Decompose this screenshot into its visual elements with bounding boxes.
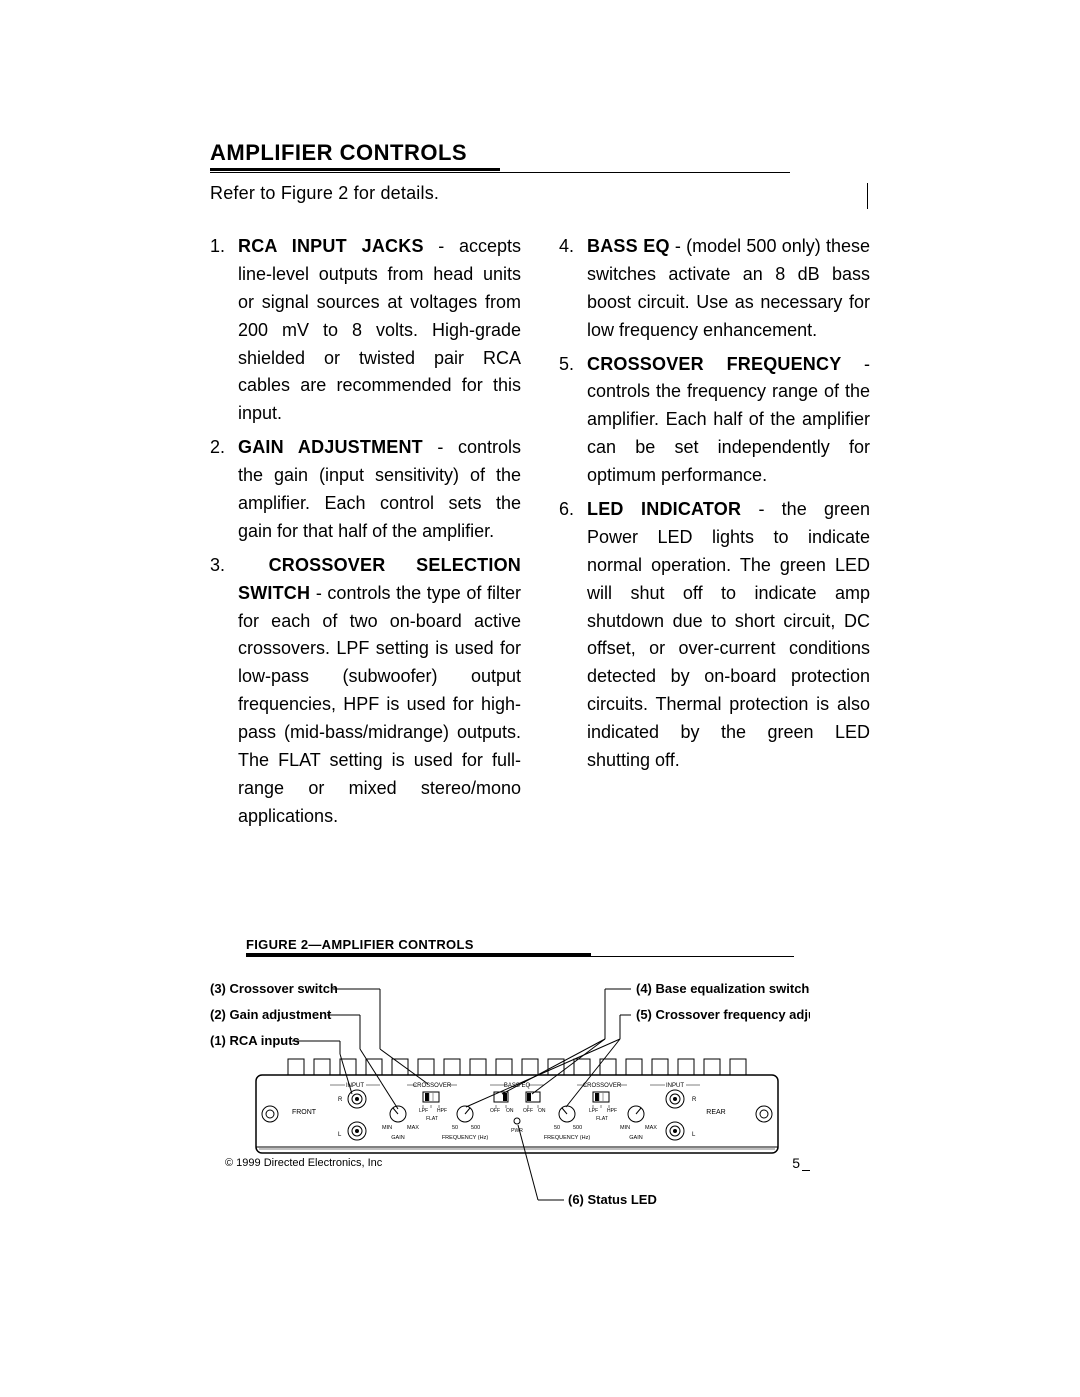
copyright: © 1999 Directed Electronics, Inc bbox=[225, 1157, 382, 1169]
f50-label: 50 bbox=[452, 1125, 458, 1131]
rear-label: REAR bbox=[706, 1109, 725, 1116]
page-title: AMPLIFIER CONTROLS bbox=[210, 140, 500, 166]
list-item: RCA INPUT JACKS - accepts line-level out… bbox=[210, 233, 521, 428]
callout-2: (2) Gain adjustment bbox=[210, 1007, 332, 1022]
input-label: INPUT bbox=[346, 1083, 364, 1089]
basseq-label: BASS EQ bbox=[504, 1083, 531, 1089]
term: CROSSOVER FREQUENCY bbox=[587, 354, 841, 374]
f500-label: 500 bbox=[471, 1125, 480, 1131]
l-label: L bbox=[692, 1132, 696, 1138]
off-label: OFF bbox=[490, 1108, 500, 1114]
margin-notch bbox=[867, 183, 868, 209]
r-label: R bbox=[692, 1097, 697, 1103]
min-label: MIN bbox=[620, 1125, 630, 1131]
figure-rule-thin bbox=[246, 956, 794, 957]
controls-list-left: RCA INPUT JACKS - accepts line-level out… bbox=[210, 233, 521, 831]
f500-label: 500 bbox=[573, 1125, 582, 1131]
figure-caption: FIGURE 2—AMPLIFIER CONTROLS bbox=[246, 937, 870, 952]
term: RCA INPUT JACKS bbox=[238, 236, 424, 256]
refer-text: Refer to Figure 2 for details. bbox=[210, 183, 439, 209]
pwr-label: PWR bbox=[511, 1128, 523, 1134]
list-item: CROSSOVER SELECTION SWITCH - controls th… bbox=[210, 552, 521, 831]
callout-5: (5) Crossover frequency adjustment bbox=[636, 1007, 810, 1022]
l-label: L bbox=[338, 1132, 342, 1138]
hpf-label: HPF bbox=[607, 1108, 617, 1114]
on-label: ON bbox=[506, 1108, 514, 1114]
crossover-label: CROSSOVER bbox=[413, 1083, 452, 1089]
f50-label: 50 bbox=[554, 1125, 560, 1131]
min-label: MIN bbox=[382, 1125, 392, 1131]
list-item: GAIN ADJUSTMENT - controls the gain (inp… bbox=[210, 434, 521, 546]
controls-list-right: BASS EQ - (model 500 only) these switche… bbox=[559, 233, 870, 775]
freq-label: FREQUENCY (Hz) bbox=[442, 1135, 489, 1141]
r-label: R bbox=[338, 1097, 343, 1103]
term: GAIN ADJUSTMENT bbox=[238, 437, 423, 457]
flat-label: FLAT bbox=[426, 1116, 438, 1122]
title-rule bbox=[210, 172, 790, 173]
rca-jack-icon bbox=[348, 1090, 366, 1140]
term: LED INDICATOR bbox=[587, 499, 741, 519]
off-label: OFF bbox=[523, 1108, 533, 1114]
desc: - controls the type of filter for each o… bbox=[238, 583, 521, 826]
list-item: BASS EQ - (model 500 only) these switche… bbox=[559, 233, 870, 345]
page-number: 5 bbox=[792, 1155, 800, 1171]
lpf-label: LPF bbox=[589, 1108, 598, 1114]
lpf-label: LPF bbox=[419, 1108, 428, 1114]
hpf-label: HPF bbox=[437, 1108, 447, 1114]
flat-label: FLAT bbox=[596, 1116, 608, 1122]
list-item: CROSSOVER FREQUENCY - controls the frequ… bbox=[559, 351, 870, 490]
gain-label: GAIN bbox=[629, 1135, 642, 1141]
amplifier-diagram: (3) Crossover switch (2) Gain adjustment… bbox=[210, 979, 870, 1214]
gain-label: GAIN bbox=[391, 1135, 404, 1141]
input-label: INPUT bbox=[666, 1083, 684, 1089]
max-label: MAX bbox=[645, 1125, 657, 1131]
desc: - the green Power LED lights to indicate… bbox=[587, 499, 870, 770]
crossover-label: CROSSOVER bbox=[583, 1083, 622, 1089]
page-notch bbox=[802, 1170, 810, 1171]
front-label: FRONT bbox=[292, 1109, 317, 1116]
freq-label: FREQUENCY (Hz) bbox=[544, 1135, 591, 1141]
rca-jack-icon bbox=[666, 1090, 684, 1140]
max-label: MAX bbox=[407, 1125, 419, 1131]
term: BASS EQ bbox=[587, 236, 670, 256]
callout-1: (1) RCA inputs bbox=[210, 1033, 300, 1048]
callout-4: (4) Base equalization switches bbox=[636, 981, 810, 996]
list-item: LED INDICATOR - the green Power LED ligh… bbox=[559, 496, 870, 775]
on-label: ON bbox=[538, 1108, 546, 1114]
callout-3: (3) Crossover switch bbox=[210, 981, 338, 996]
callout-6: (6) Status LED bbox=[568, 1192, 657, 1207]
desc: - accepts line-level outputs from head u… bbox=[238, 236, 521, 423]
